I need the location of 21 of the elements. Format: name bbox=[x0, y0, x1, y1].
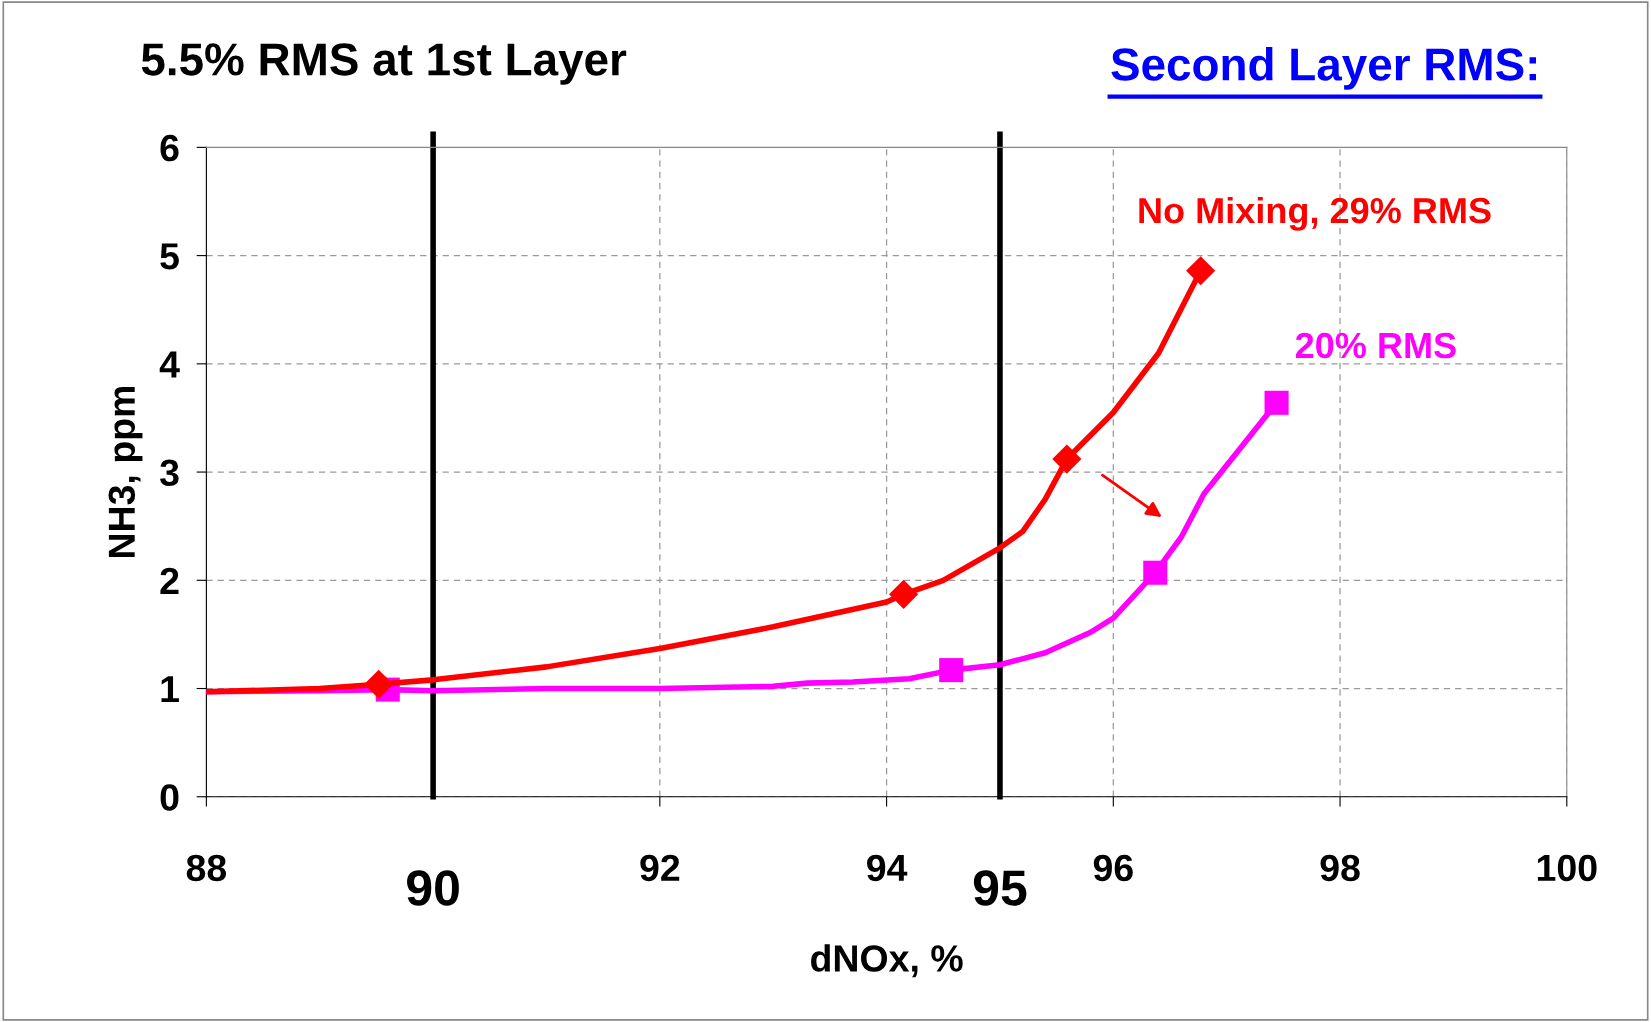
x-axis-title: dNOx, % bbox=[811, 944, 963, 978]
y-tick-label: 1 bbox=[161, 676, 179, 703]
y-axis-title: NH3, ppm bbox=[108, 386, 143, 558]
x-tick-label: 100 bbox=[1537, 854, 1597, 882]
x-tick-label: 92 bbox=[640, 854, 680, 882]
series-label: 20% RMS bbox=[1295, 332, 1456, 359]
chart-title: 5.5% RMS at 1st Layer bbox=[141, 43, 627, 85]
ref-line-label: 90 bbox=[407, 870, 459, 906]
y-tick-label: 3 bbox=[159, 459, 179, 487]
x-tick-label: 94 bbox=[867, 854, 908, 882]
y-tick-label: 5 bbox=[160, 243, 179, 270]
chart-subtitle: Second Layer RMS: bbox=[1111, 47, 1536, 90]
x-tick-label: 96 bbox=[1093, 854, 1133, 882]
text: No Mixing, 29% RMS bbox=[1139, 196, 1491, 231]
y-tick-label: 6 bbox=[160, 134, 179, 162]
x-tick-label: 98 bbox=[1320, 854, 1360, 882]
x-tick-label: 88 bbox=[186, 854, 227, 882]
ref-line-label: 95 bbox=[973, 870, 1027, 906]
y-tick-label: 2 bbox=[160, 567, 179, 594]
y-tick-label: 0 bbox=[160, 784, 179, 811]
y-tick-label: 4 bbox=[159, 351, 180, 378]
